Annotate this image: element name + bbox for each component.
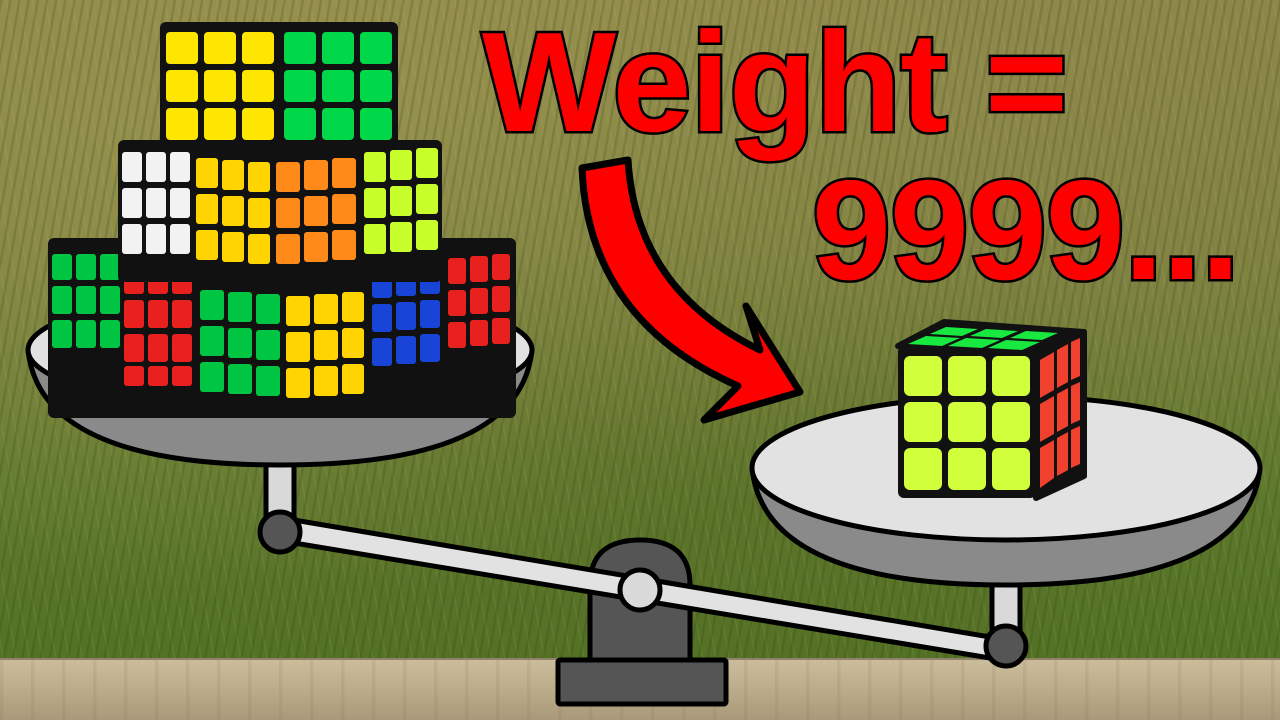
wooden-ground [0,658,1280,720]
scale-base [555,537,729,707]
headline-line-1: Weight = [479,3,1070,162]
middle-cube-row [118,140,442,282]
scale-beam [257,457,1029,669]
top-cube-row [160,22,398,146]
single-rubiks-cube [895,319,1087,501]
curved-arrow-icon [578,156,804,424]
headline-line-2: 9999... [809,151,1242,310]
cube-stack [48,22,516,418]
